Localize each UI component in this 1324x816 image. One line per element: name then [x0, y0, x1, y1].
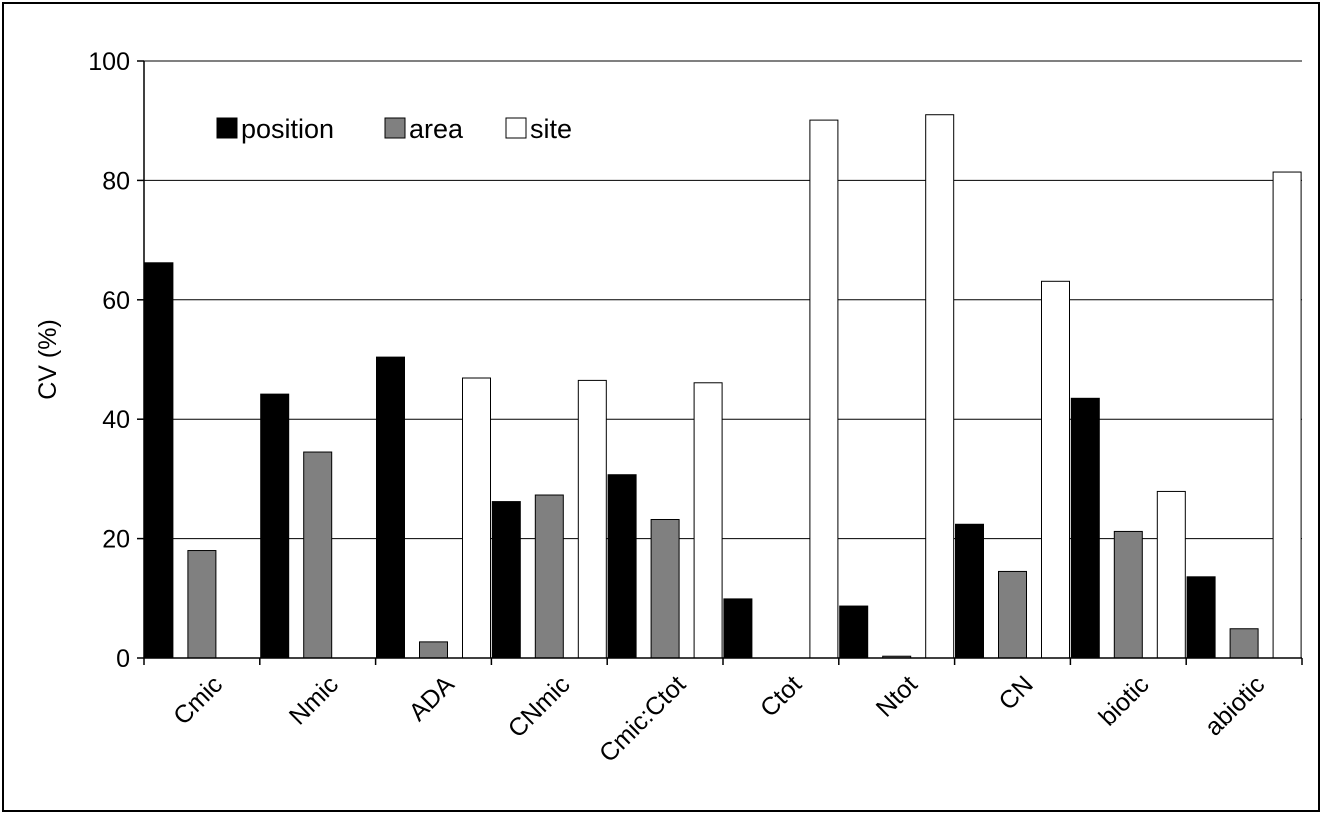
bar-area-cn — [998, 570, 1027, 659]
x-tick-label: Ctot — [755, 670, 807, 722]
y-tick-label: 80 — [102, 167, 130, 195]
x-tick-label: ADA — [404, 670, 460, 726]
bar-position-abiotic — [1186, 576, 1216, 659]
bar-site-ctot — [809, 119, 839, 659]
x-tick-label: Cmic:Ctot — [594, 670, 691, 767]
legend-label-site: site — [530, 114, 572, 144]
bar-site-ada — [462, 377, 491, 659]
bar-position-biotic — [1070, 397, 1100, 659]
bar-site-biotic — [1156, 490, 1186, 659]
x-tick-label: CNmic — [503, 670, 576, 743]
x-tick-label: abiotic — [1199, 670, 1270, 741]
legend-label-position: position — [241, 114, 334, 144]
bar-area-abiotic — [1229, 628, 1259, 659]
x-tick-label: CN — [993, 670, 1038, 715]
legend-swatch-site — [505, 117, 527, 139]
y-tick-label: 40 — [102, 406, 130, 434]
bar-area-biotic — [1113, 530, 1143, 659]
y-tick-labels: 0 20 40 60 80 100 — [88, 48, 130, 673]
x-tick-label: Ntot — [871, 670, 923, 722]
legend-swatch-position — [216, 117, 238, 139]
bar-position-nmic — [260, 393, 290, 659]
bar-position-ctot — [723, 598, 753, 659]
bar-site-abiotic — [1272, 171, 1302, 659]
x-tick-label: Nmic — [284, 670, 344, 730]
y-axis-title: CV (%) — [34, 319, 62, 400]
bar-position-cmic — [144, 262, 174, 659]
y-tick-label: 20 — [102, 526, 130, 554]
bar-position-cmic-ctot — [607, 474, 637, 659]
legend-label-area: area — [409, 114, 464, 144]
bar-position-cn — [955, 523, 984, 659]
bar-position-ada — [376, 356, 405, 659]
bar-area-cmic-ctot — [650, 518, 680, 659]
gridlines — [137, 60, 1302, 659]
legend-swatch-area — [384, 117, 406, 139]
bar-area-cmic — [187, 550, 217, 659]
x-tick-labels: Cmic Nmic ADA CNmic Cmic:Ctot Ctot Ntot CN bioti… — [168, 670, 1270, 768]
bar-site-ntot — [925, 114, 955, 659]
bar-chart: 0 20 40 60 80 100 Cmic Nmic ADA CNmic Cmic:Ctot Ct… — [34, 48, 1303, 768]
legend: position area site — [216, 114, 572, 144]
bar-position-ntot — [839, 605, 869, 659]
x-tick-label: Cmic — [168, 670, 228, 730]
x-tick-label: biotic — [1093, 670, 1154, 731]
axes — [143, 61, 1303, 665]
bars — [144, 114, 1302, 659]
y-tick-label: 60 — [102, 287, 130, 315]
y-tick-label: 100 — [88, 48, 130, 76]
bar-area-nmic — [303, 451, 333, 659]
y-tick-label: 0 — [116, 645, 130, 673]
bar-area-cnmic — [534, 494, 564, 659]
bar-position-cnmic — [491, 501, 521, 659]
bar-site-cn — [1041, 280, 1070, 659]
bar-site-cmic-ctot — [693, 382, 723, 659]
bar-area-ada — [419, 641, 448, 659]
bar-site-cnmic — [577, 379, 607, 659]
